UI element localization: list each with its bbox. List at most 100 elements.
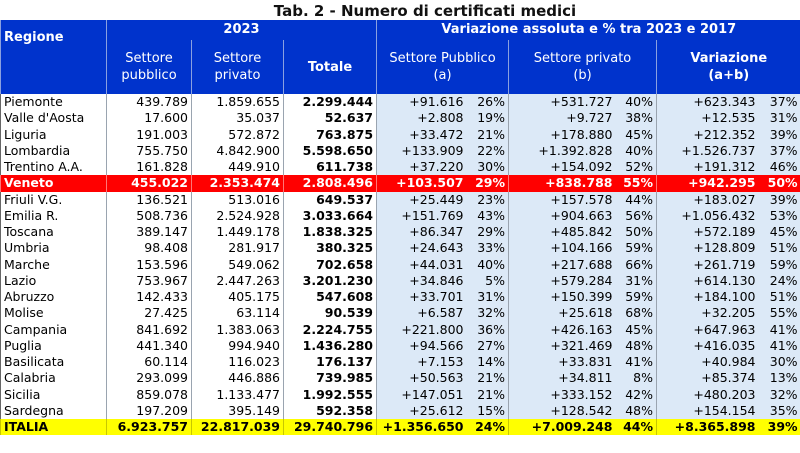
cell-vb: +25.618 <box>508 305 616 322</box>
cell-pa: 23% <box>466 191 509 208</box>
cell-pa: 32% <box>466 305 509 322</box>
table-row: Marche 153.596 549.062 702.658 +44.031 40% +21… <box>0 256 800 273</box>
cell-pubblico: 142.433 <box>106 289 192 306</box>
cell-totale: 1.838.325 <box>282 224 377 241</box>
cell-vb: +531.727 <box>508 94 616 111</box>
cell-regione: Trentino A.A. <box>0 159 107 176</box>
table-row: Liguria 191.003 572.872 763.875 +33.472 21% +1… <box>0 126 800 143</box>
cell-pubblico: 161.828 <box>106 159 192 176</box>
cell-vb: +9.727 <box>508 110 616 127</box>
cell-privato: 549.062 <box>191 256 284 273</box>
cell-regione: Toscana <box>0 224 107 241</box>
cell-pa: 30% <box>466 159 509 176</box>
cell-pb: 48% <box>615 337 657 354</box>
cell-privato: 405.175 <box>191 289 284 306</box>
header-variazione: Variazione (a+b) <box>656 40 800 94</box>
cell-vb: +154.092 <box>508 159 616 176</box>
cell-privato: 572.872 <box>191 126 284 143</box>
cell-vb: +904.663 <box>508 207 616 224</box>
cell-pb: 31% <box>615 272 657 289</box>
table-row: Calabria 293.099 446.886 739.985 +50.563 21% +… <box>0 370 800 387</box>
cell-vt: +32.205 <box>656 305 759 322</box>
cell-pa: 27% <box>466 337 509 354</box>
cell-vt: +184.100 <box>656 289 759 306</box>
header-var-privato: Settore privato (b) <box>508 40 657 94</box>
cell-va: +221.800 <box>376 321 467 338</box>
cell-pubblico: 6.923.757 <box>106 419 192 436</box>
cell-va: +33.701 <box>376 289 467 306</box>
cell-pa: 29% <box>466 175 509 192</box>
cell-va: +34.846 <box>376 272 467 289</box>
table-row: Toscana 389.147 1.449.178 1.838.325 +86.347 2… <box>0 224 800 241</box>
table-row-highlighted: Veneto 455.022 2.353.474 2.808.496 +103.507 2… <box>0 175 800 192</box>
cell-pb: 38% <box>615 110 657 127</box>
cell-pt: 37% <box>758 94 800 111</box>
cell-pb: 42% <box>615 386 657 403</box>
cell-totale: 649.537 <box>282 191 377 208</box>
cell-va: +86.347 <box>376 224 467 241</box>
cell-vt: +623.343 <box>656 94 759 111</box>
cell-vb: +579.284 <box>508 272 616 289</box>
cell-vb: +150.399 <box>508 289 616 306</box>
cell-vb: +7.009.248 <box>508 419 616 436</box>
cell-regione: Lombardia <box>0 142 107 159</box>
cell-pb: 44% <box>615 191 657 208</box>
table-row: Trentino A.A. 161.828 449.910 611.738 +37.22… <box>0 159 800 176</box>
cell-privato: 1.133.477 <box>191 386 284 403</box>
table-row: Molise 27.425 63.114 90.539 +6.587 32% +25.618… <box>0 305 800 322</box>
cell-pt: 31% <box>758 110 800 127</box>
cell-pb: 8% <box>615 370 657 387</box>
cell-privato: 63.114 <box>191 305 284 322</box>
cell-va: +1.356.650 <box>376 419 467 436</box>
cell-regione: Campania <box>0 321 107 338</box>
table-row-total: ITALIA 6.923.757 22.817.039 29.740.796 +1.35… <box>0 419 800 436</box>
cell-pt: 39% <box>758 419 800 436</box>
cell-vt: +8.365.898 <box>656 419 759 436</box>
cell-pb: 40% <box>615 94 657 111</box>
cell-pubblico: 508.736 <box>106 207 192 224</box>
cell-va: +147.051 <box>376 386 467 403</box>
cell-pt: 30% <box>758 354 800 371</box>
cell-totale: 90.539 <box>282 305 377 322</box>
cell-vt: +1.056.432 <box>656 207 759 224</box>
cell-vt: +154.154 <box>656 402 759 419</box>
cell-totale: 29.740.796 <box>282 419 377 436</box>
cell-pa: 14% <box>466 354 509 371</box>
header-totale: Totale <box>282 40 377 94</box>
cell-regione: Lazio <box>0 272 107 289</box>
cell-totale: 5.598.650 <box>282 142 377 159</box>
cell-pubblico: 136.521 <box>106 191 192 208</box>
cell-totale: 3.201.230 <box>282 272 377 289</box>
cell-totale: 1.436.280 <box>282 337 377 354</box>
cell-pt: 35% <box>758 402 800 419</box>
cell-vt: +191.312 <box>656 159 759 176</box>
cell-pa: 21% <box>466 386 509 403</box>
cell-pubblico: 197.209 <box>106 402 192 419</box>
cell-vt: +85.374 <box>656 370 759 387</box>
cell-pa: 21% <box>466 126 509 143</box>
cell-pubblico: 389.147 <box>106 224 192 241</box>
cell-pubblico: 153.596 <box>106 256 192 273</box>
cell-vb: +157.578 <box>508 191 616 208</box>
cell-privato: 513.016 <box>191 191 284 208</box>
cell-vt: +12.535 <box>656 110 759 127</box>
cell-privato: 395.149 <box>191 402 284 419</box>
cell-vt: +942.295 <box>656 175 759 192</box>
cell-pb: 48% <box>615 402 657 419</box>
cell-pubblico: 60.114 <box>106 354 192 371</box>
cell-regione: Sardegna <box>0 402 107 419</box>
cell-regione: Friuli V.G. <box>0 191 107 208</box>
cell-pb: 66% <box>615 256 657 273</box>
cell-privato: 1.383.063 <box>191 321 284 338</box>
cell-pb: 40% <box>615 142 657 159</box>
cell-va: +103.507 <box>376 175 467 192</box>
cell-pt: 51% <box>758 240 800 257</box>
cell-pt: 45% <box>758 224 800 241</box>
cell-pt: 41% <box>758 337 800 354</box>
cell-pa: 40% <box>466 256 509 273</box>
header-pubblico: Settore pubblico <box>106 40 192 94</box>
cell-totale: 1.992.555 <box>282 386 377 403</box>
cell-totale: 611.738 <box>282 159 377 176</box>
cell-vt: +416.035 <box>656 337 759 354</box>
cell-regione: Molise <box>0 305 107 322</box>
